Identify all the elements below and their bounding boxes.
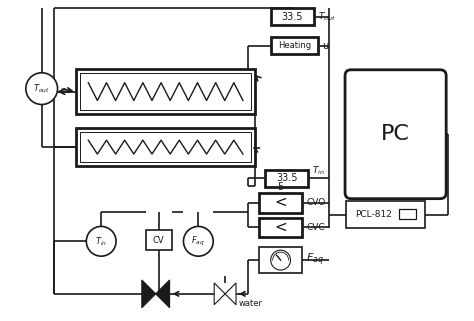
Bar <box>81 73 251 110</box>
Text: PC: PC <box>381 124 410 144</box>
Text: <: < <box>274 195 287 210</box>
Circle shape <box>183 226 213 256</box>
Text: Heating: Heating <box>278 41 311 50</box>
Bar <box>76 128 255 166</box>
Text: 33.5: 33.5 <box>282 12 303 22</box>
Bar <box>259 193 302 213</box>
Text: CVO: CVO <box>306 198 326 207</box>
FancyBboxPatch shape <box>345 70 446 199</box>
Bar <box>259 247 302 273</box>
Text: $F_{aq}$: $F_{aq}$ <box>191 235 205 248</box>
Text: $T_{in}$: $T_{in}$ <box>312 164 325 177</box>
Text: water: water <box>239 299 263 308</box>
Bar <box>399 209 417 220</box>
Polygon shape <box>225 283 236 305</box>
Bar <box>146 230 172 250</box>
Bar <box>259 218 302 237</box>
Bar <box>265 170 309 187</box>
Bar <box>271 37 318 54</box>
Text: 33.5: 33.5 <box>276 173 297 183</box>
Circle shape <box>86 226 116 256</box>
Text: $T_{in}$: $T_{in}$ <box>95 235 107 247</box>
Text: u: u <box>322 40 328 50</box>
Text: CV: CV <box>153 236 164 245</box>
Bar <box>346 201 425 229</box>
Bar <box>271 8 314 25</box>
Polygon shape <box>156 280 170 308</box>
Polygon shape <box>214 283 225 305</box>
Bar <box>81 132 251 162</box>
Bar <box>76 69 255 114</box>
Text: $T_{out}$: $T_{out}$ <box>33 82 50 95</box>
Circle shape <box>271 250 291 270</box>
Polygon shape <box>142 280 156 308</box>
Text: 5: 5 <box>277 182 284 192</box>
Text: $T_{out}$: $T_{out}$ <box>318 11 337 23</box>
Text: PCL-812: PCL-812 <box>356 210 392 219</box>
Text: <: < <box>274 220 287 235</box>
Text: $F_{aq}$: $F_{aq}$ <box>306 252 324 268</box>
Circle shape <box>26 73 57 105</box>
Text: CVC: CVC <box>306 223 325 232</box>
